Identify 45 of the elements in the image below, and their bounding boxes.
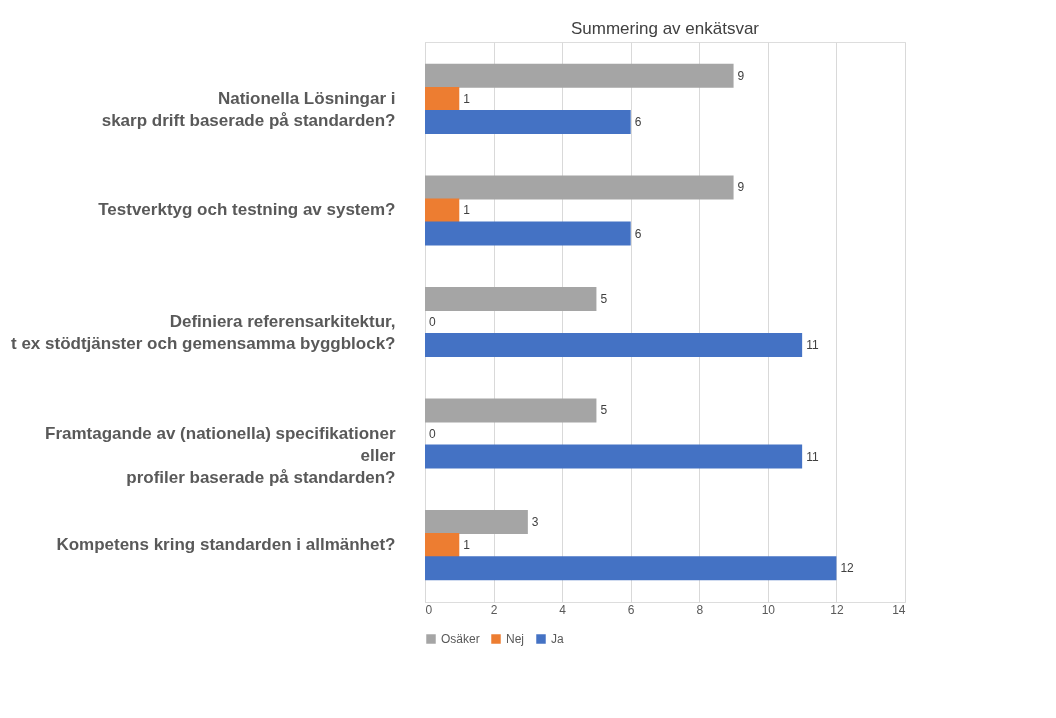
x-tick-label: 10 [761, 602, 776, 617]
data-label: 3 [531, 515, 539, 530]
bar [425, 444, 803, 469]
legend-label: Osäker [441, 632, 480, 646]
x-tick-label: 12 [830, 602, 844, 617]
data-label: 9 [737, 68, 745, 83]
bar [425, 109, 631, 134]
bar [425, 86, 460, 111]
y-tick-label: Kompetens kring standarden i allmänhet? [56, 535, 396, 555]
x-tick-label: 8 [696, 602, 704, 617]
data-label: 6 [634, 226, 642, 241]
y-tick-label: Testverktyg och testning av system? [98, 200, 396, 220]
x-tick-label: 2 [490, 602, 498, 617]
bar [425, 63, 734, 88]
y-tick-label: Framtagande av (nationella) specifikationer eller profiler baserade på standarden? [45, 423, 396, 487]
data-label: 9 [737, 180, 745, 195]
data-label: 5 [600, 291, 608, 306]
bar [425, 533, 460, 558]
data-label: 1 [463, 203, 471, 218]
data-label: 1 [463, 91, 471, 106]
x-tick-label: 0 [425, 602, 433, 617]
bar [425, 398, 597, 423]
legend-label: Nej [506, 632, 525, 646]
data-label: 0 [429, 315, 436, 329]
data-label: 11 [806, 338, 819, 353]
bar [425, 286, 597, 311]
legend-label: Ja [551, 632, 564, 646]
data-label: 1 [463, 538, 471, 553]
bar [425, 556, 837, 581]
data-label: 0 [429, 426, 436, 441]
bar [425, 333, 803, 358]
x-tick-label: 4 [559, 602, 567, 617]
bar [425, 198, 460, 223]
bar [425, 221, 631, 246]
data-label: 6 [634, 114, 642, 129]
x-tick-label: 14 [892, 602, 906, 617]
y-tick-label: Nationella Lösningar i skarp drift baserade på standarden? [101, 88, 396, 130]
bar [425, 510, 528, 535]
data-label: 11 [806, 449, 819, 464]
chart-title: Summering av enkätsvar [570, 19, 760, 38]
bar [425, 175, 734, 200]
x-tick-label: 6 [627, 602, 635, 617]
data-label: 12 [840, 561, 855, 576]
y-tick-label: Definiera referensarkitektur, t ex stödtjänster och gemensamma byggblock? [11, 312, 396, 353]
data-label: 5 [600, 403, 608, 418]
